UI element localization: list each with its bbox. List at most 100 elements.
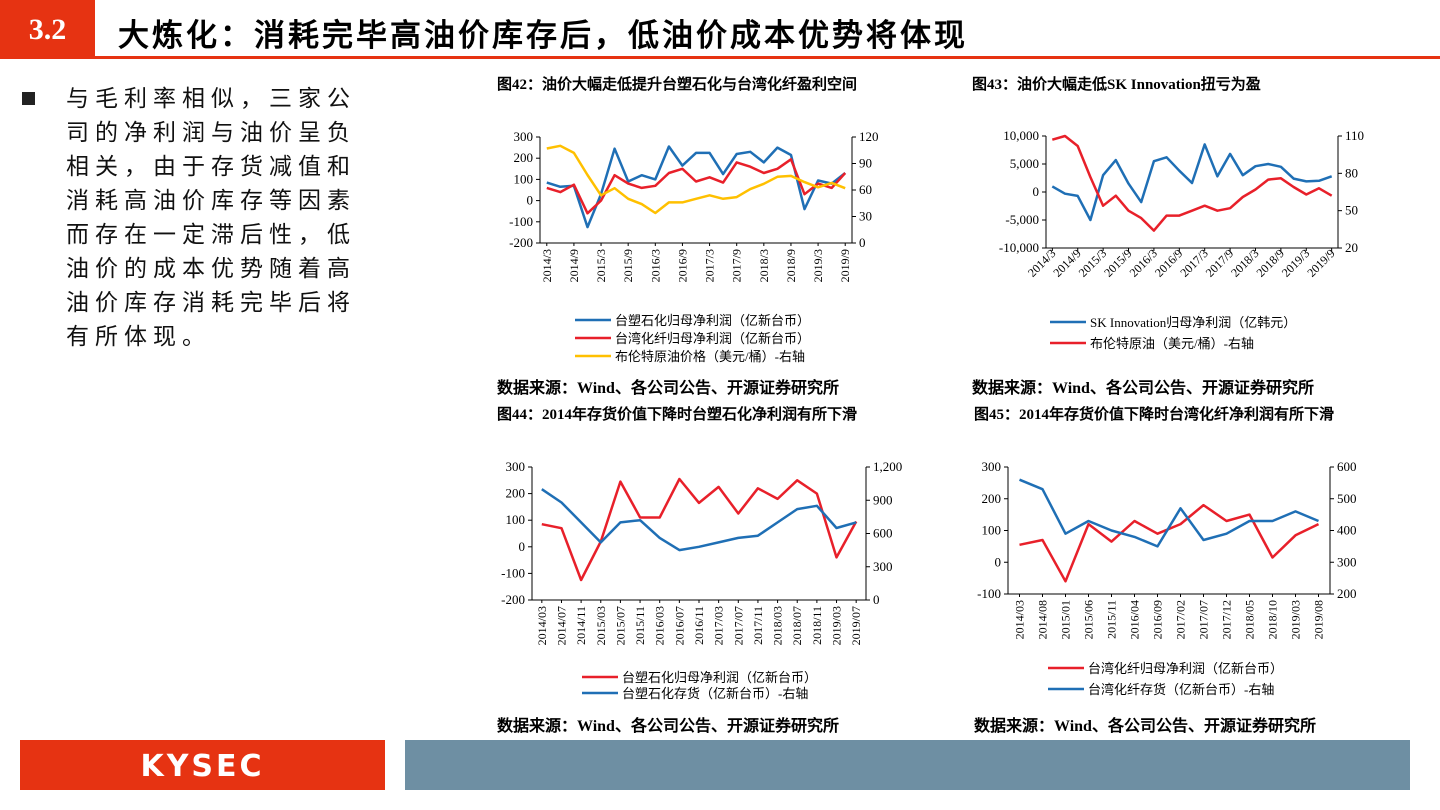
chart-source: 数据来源：Wind、各公司公告、开源证券研究所 xyxy=(497,718,839,735)
header-rule xyxy=(0,56,1440,59)
body-text: 与毛利率相似，三家公司的净利润与油价呈负相关，由于存货减值和消耗高油价库存等因素… xyxy=(66,86,356,349)
y-tick-label: 300 xyxy=(514,129,534,144)
y-tick-label: -100 xyxy=(509,214,533,229)
x-tick-label: 2018/3 xyxy=(1228,246,1261,279)
x-tick-label: 2017/11 xyxy=(751,606,765,645)
x-tick-label: 2018/3 xyxy=(757,249,771,282)
y-tick-label: -10,000 xyxy=(999,240,1039,255)
x-tick-label: 2014/03 xyxy=(535,606,549,645)
x-tick-label: 2018/11 xyxy=(810,606,824,645)
series-line xyxy=(546,158,847,215)
x-tick-label: 2017/07 xyxy=(1197,600,1211,639)
series-line xyxy=(541,488,857,552)
logo: KYSEC xyxy=(20,740,385,790)
y2-tick-label: 200 xyxy=(1337,586,1357,601)
y2-tick-label: 300 xyxy=(873,559,893,574)
x-tick-label: 2015/07 xyxy=(613,606,627,645)
y-tick-label: -200 xyxy=(501,592,525,607)
y-tick-label: 10,000 xyxy=(1003,128,1039,143)
x-tick-label: 2014/11 xyxy=(574,606,588,645)
x-tick-label: 2019/3 xyxy=(811,249,825,282)
y2-tick-label: 80 xyxy=(1345,165,1358,180)
x-tick-label: 2014/9 xyxy=(1050,246,1083,279)
x-tick-label: 2017/12 xyxy=(1220,600,1234,639)
legend-label: SK Innovation归母净利润（亿韩元） xyxy=(1090,315,1296,330)
y-tick-label: 0 xyxy=(995,554,1002,569)
y-tick-label: -100 xyxy=(977,586,1001,601)
x-tick-label: 2017/3 xyxy=(1177,246,1210,279)
y2-tick-label: 1,200 xyxy=(873,459,902,474)
x-tick-label: 2015/11 xyxy=(633,606,647,645)
x-tick-label: 2017/02 xyxy=(1174,600,1188,639)
y-tick-label: 100 xyxy=(982,523,1002,538)
y2-tick-label: 300 xyxy=(1337,554,1357,569)
x-tick-label: 2015/9 xyxy=(621,249,635,282)
x-tick-label: 2018/03 xyxy=(771,606,785,645)
series-line xyxy=(546,144,846,215)
x-tick-label: 2016/3 xyxy=(1127,246,1160,279)
y2-tick-label: 0 xyxy=(859,235,866,250)
y-tick-label: 200 xyxy=(982,491,1002,506)
x-tick-label: 2015/9 xyxy=(1101,246,1134,279)
y2-tick-label: 30 xyxy=(859,209,872,224)
y-tick-label: 0 xyxy=(1033,184,1040,199)
x-tick-label: 2019/07 xyxy=(849,606,863,645)
x-tick-label: 2018/9 xyxy=(1254,246,1287,279)
y2-tick-label: 900 xyxy=(873,492,893,507)
x-tick-label: 2017/3 xyxy=(703,249,717,282)
y2-tick-label: 50 xyxy=(1345,203,1358,218)
x-tick-label: 2017/07 xyxy=(731,606,745,645)
x-tick-label: 2019/9 xyxy=(1304,246,1337,279)
x-tick-label: 2014/08 xyxy=(1036,600,1050,639)
footer-bar xyxy=(405,740,1410,790)
series-line xyxy=(541,477,858,582)
y2-tick-label: 600 xyxy=(873,526,893,541)
series-line xyxy=(1051,143,1333,222)
x-tick-label: 2018/9 xyxy=(784,249,798,282)
y2-tick-label: 110 xyxy=(1345,128,1364,143)
y-tick-label: 300 xyxy=(506,459,526,474)
x-tick-label: 2019/9 xyxy=(838,249,852,282)
x-tick-label: 2016/3 xyxy=(648,249,662,282)
legend-label: 台湾化纤存货（亿新台币）-右轴 xyxy=(1088,682,1274,697)
y2-tick-label: 0 xyxy=(873,592,880,607)
x-tick-label: 2017/9 xyxy=(730,249,744,282)
x-tick-label: 2016/9 xyxy=(1152,246,1185,279)
y-tick-label: 5,000 xyxy=(1010,156,1039,171)
chart-source: 数据来源：Wind、各公司公告、开源证券研究所 xyxy=(972,380,1314,397)
y2-tick-label: 20 xyxy=(1345,240,1358,255)
legend-label: 布伦特原油价格（美元/桶）-右轴 xyxy=(615,349,805,364)
x-tick-label: 2014/3 xyxy=(540,249,554,282)
bullet xyxy=(22,92,35,105)
section-number: 3.2 xyxy=(0,0,95,56)
chart-title: 图42：油价大幅走低提升台塑石化与台湾化纤盈利空间 xyxy=(497,77,858,93)
x-tick-label: 2015/3 xyxy=(1076,246,1109,279)
chart-title: 图43：油价大幅走低SK Innovation扭亏为盈 xyxy=(972,77,1261,93)
y-tick-label: -200 xyxy=(509,235,533,250)
legend-label: 布伦特原油（美元/桶）-右轴 xyxy=(1090,336,1254,351)
x-tick-label: 2014/07 xyxy=(554,606,568,645)
y2-tick-label: 120 xyxy=(859,129,879,144)
x-tick-label: 2015/3 xyxy=(594,249,608,282)
x-tick-label: 2018/07 xyxy=(790,606,804,645)
legend-label: 台湾化纤归母净利润（亿新台币） xyxy=(615,331,810,346)
y-tick-label: 200 xyxy=(506,486,526,501)
y2-tick-label: 600 xyxy=(1337,459,1357,474)
x-tick-label: 2016/04 xyxy=(1128,600,1142,639)
x-tick-label: 2019/03 xyxy=(830,606,844,645)
y2-tick-label: 400 xyxy=(1337,523,1357,538)
y-tick-label: 100 xyxy=(506,512,526,527)
y-tick-label: 200 xyxy=(514,150,534,165)
x-tick-label: 2016/11 xyxy=(692,606,706,645)
legend-label: 台塑石化存货（亿新台币）-右轴 xyxy=(622,686,808,701)
y-tick-label: -100 xyxy=(501,565,525,580)
series-line xyxy=(1019,478,1319,548)
y-tick-label: 0 xyxy=(519,539,526,554)
x-tick-label: 2019/3 xyxy=(1279,246,1312,279)
x-tick-label: 2019/08 xyxy=(1312,600,1326,639)
slide-title: 大炼化：消耗完毕高油价库存后，低油价成本优势将体现 xyxy=(118,18,968,53)
y2-tick-label: 90 xyxy=(859,156,872,171)
x-tick-label: 2017/03 xyxy=(712,606,726,645)
x-tick-label: 2019/03 xyxy=(1289,600,1303,639)
x-tick-label: 2015/06 xyxy=(1082,600,1096,639)
